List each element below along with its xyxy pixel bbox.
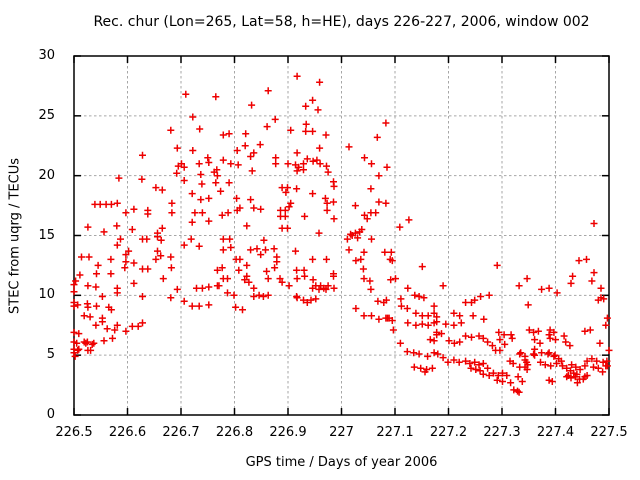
plot-frame	[73, 55, 610, 416]
chart-title: Rec. chur (Lon=265, Lat=58, h=HE), days …	[93, 14, 590, 30]
scatter-points	[70, 72, 613, 396]
x-axis-label: GPS time / Days of year 2006	[245, 455, 438, 470]
x-tick-label: 227.5	[590, 425, 628, 440]
x-tick-label: 226.6	[108, 425, 147, 440]
x-tick-label: 226.7	[162, 425, 200, 440]
y-tick-label: 5	[46, 347, 55, 363]
y-tick-label: 0	[46, 407, 55, 422]
x-tick-label: 226.8	[215, 425, 254, 440]
x-tick-label: 226.5	[55, 425, 93, 440]
x-tick-label: 227.3	[483, 425, 521, 440]
y-tick-label: 15	[38, 227, 55, 243]
x-tick-label: 227.2	[429, 425, 468, 440]
y-tick-label: 25	[38, 107, 55, 123]
y-tick-label: 30	[38, 48, 55, 63]
y-tick-label: 20	[38, 167, 55, 183]
x-tick-label: 227.1	[376, 425, 414, 440]
x-tick-label: 226.9	[269, 425, 307, 440]
y-tick-label: 10	[38, 287, 55, 303]
x-tick-label: 227	[329, 425, 354, 440]
x-tick-label: 227.4	[536, 425, 575, 440]
